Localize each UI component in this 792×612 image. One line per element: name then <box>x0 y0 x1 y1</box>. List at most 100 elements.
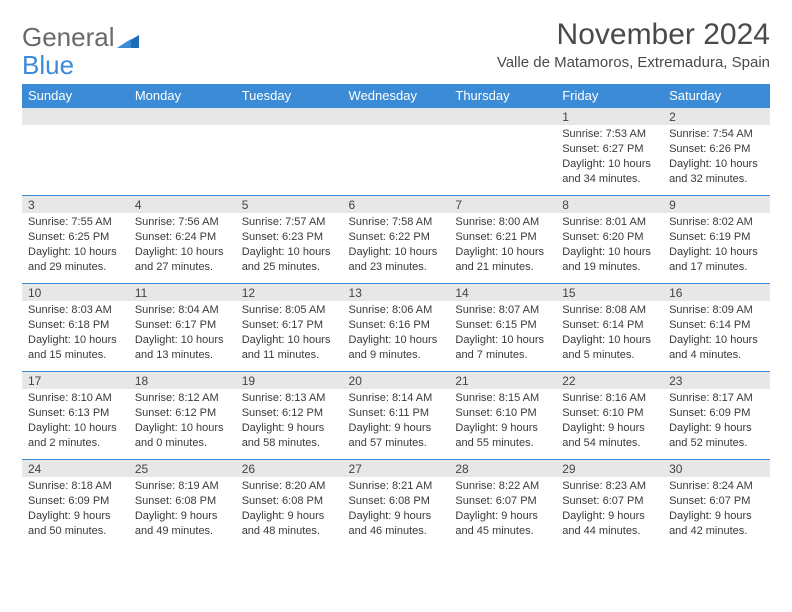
day-details: Sunrise: 7:56 AMSunset: 6:24 PMDaylight:… <box>129 213 236 278</box>
daylight-text: Daylight: 10 hours and 34 minutes. <box>562 157 657 187</box>
day-details: Sunrise: 8:04 AMSunset: 6:17 PMDaylight:… <box>129 301 236 366</box>
day-details: Sunrise: 7:55 AMSunset: 6:25 PMDaylight:… <box>22 213 129 278</box>
calendar-day-cell: 4Sunrise: 7:56 AMSunset: 6:24 PMDaylight… <box>129 196 236 284</box>
sunset-text: Sunset: 6:09 PM <box>28 494 123 509</box>
day-number-band <box>343 108 450 125</box>
day-number: 30 <box>663 460 770 477</box>
day-number: 24 <box>22 460 129 477</box>
day-number: 10 <box>22 284 129 301</box>
weekday-row: SundayMondayTuesdayWednesdayThursdayFrid… <box>22 84 770 108</box>
day-number: 18 <box>129 372 236 389</box>
sunrise-text: Sunrise: 7:55 AM <box>28 215 123 230</box>
sunrise-text: Sunrise: 7:58 AM <box>349 215 444 230</box>
calendar-day-cell <box>129 108 236 196</box>
sunset-text: Sunset: 6:07 PM <box>455 494 550 509</box>
sunrise-text: Sunrise: 8:19 AM <box>135 479 230 494</box>
day-details: Sunrise: 8:06 AMSunset: 6:16 PMDaylight:… <box>343 301 450 366</box>
daylight-text: Daylight: 10 hours and 11 minutes. <box>242 333 337 363</box>
sunrise-text: Sunrise: 8:16 AM <box>562 391 657 406</box>
sunset-text: Sunset: 6:13 PM <box>28 406 123 421</box>
daylight-text: Daylight: 10 hours and 19 minutes. <box>562 245 657 275</box>
daylight-text: Daylight: 10 hours and 0 minutes. <box>135 421 230 451</box>
calendar-day-cell: 28Sunrise: 8:22 AMSunset: 6:07 PMDayligh… <box>449 460 556 548</box>
day-details: Sunrise: 8:20 AMSunset: 6:08 PMDaylight:… <box>236 477 343 542</box>
day-number: 26 <box>236 460 343 477</box>
sunrise-text: Sunrise: 8:02 AM <box>669 215 764 230</box>
calendar-day-cell: 11Sunrise: 8:04 AMSunset: 6:17 PMDayligh… <box>129 284 236 372</box>
day-number: 3 <box>22 196 129 213</box>
brand-part1: General <box>22 22 115 52</box>
day-number: 27 <box>343 460 450 477</box>
calendar-table: SundayMondayTuesdayWednesdayThursdayFrid… <box>22 84 770 548</box>
weekday-header: Monday <box>129 84 236 108</box>
day-details: Sunrise: 8:08 AMSunset: 6:14 PMDaylight:… <box>556 301 663 366</box>
calendar-day-cell: 2Sunrise: 7:54 AMSunset: 6:26 PMDaylight… <box>663 108 770 196</box>
day-number: 19 <box>236 372 343 389</box>
day-details: Sunrise: 8:13 AMSunset: 6:12 PMDaylight:… <box>236 389 343 454</box>
title-block: November 2024 Valle de Matamoros, Extrem… <box>497 18 770 71</box>
calendar-day-cell <box>236 108 343 196</box>
weekday-header: Friday <box>556 84 663 108</box>
calendar-week-row: 17Sunrise: 8:10 AMSunset: 6:13 PMDayligh… <box>22 372 770 460</box>
weekday-header: Thursday <box>449 84 556 108</box>
sunset-text: Sunset: 6:23 PM <box>242 230 337 245</box>
daylight-text: Daylight: 10 hours and 2 minutes. <box>28 421 123 451</box>
calendar-day-cell: 19Sunrise: 8:13 AMSunset: 6:12 PMDayligh… <box>236 372 343 460</box>
day-number: 20 <box>343 372 450 389</box>
daylight-text: Daylight: 9 hours and 52 minutes. <box>669 421 764 451</box>
calendar-day-cell: 30Sunrise: 8:24 AMSunset: 6:07 PMDayligh… <box>663 460 770 548</box>
brand-part2: Blue <box>22 50 74 80</box>
day-number: 21 <box>449 372 556 389</box>
day-details: Sunrise: 7:54 AMSunset: 6:26 PMDaylight:… <box>663 125 770 190</box>
sunset-text: Sunset: 6:18 PM <box>28 318 123 333</box>
sunrise-text: Sunrise: 8:04 AM <box>135 303 230 318</box>
calendar-day-cell: 7Sunrise: 8:00 AMSunset: 6:21 PMDaylight… <box>449 196 556 284</box>
calendar-week-row: 1Sunrise: 7:53 AMSunset: 6:27 PMDaylight… <box>22 108 770 196</box>
day-details: Sunrise: 8:18 AMSunset: 6:09 PMDaylight:… <box>22 477 129 542</box>
sunrise-text: Sunrise: 8:20 AM <box>242 479 337 494</box>
calendar-day-cell: 16Sunrise: 8:09 AMSunset: 6:14 PMDayligh… <box>663 284 770 372</box>
daylight-text: Daylight: 9 hours and 48 minutes. <box>242 509 337 539</box>
sunrise-text: Sunrise: 8:09 AM <box>669 303 764 318</box>
sunset-text: Sunset: 6:11 PM <box>349 406 444 421</box>
day-number: 12 <box>236 284 343 301</box>
daylight-text: Daylight: 10 hours and 23 minutes. <box>349 245 444 275</box>
sunset-text: Sunset: 6:24 PM <box>135 230 230 245</box>
calendar-day-cell: 23Sunrise: 8:17 AMSunset: 6:09 PMDayligh… <box>663 372 770 460</box>
day-details: Sunrise: 8:21 AMSunset: 6:08 PMDaylight:… <box>343 477 450 542</box>
daylight-text: Daylight: 10 hours and 32 minutes. <box>669 157 764 187</box>
day-number-band <box>449 108 556 125</box>
calendar-day-cell: 18Sunrise: 8:12 AMSunset: 6:12 PMDayligh… <box>129 372 236 460</box>
sunset-text: Sunset: 6:17 PM <box>242 318 337 333</box>
day-details: Sunrise: 7:57 AMSunset: 6:23 PMDaylight:… <box>236 213 343 278</box>
day-number: 1 <box>556 108 663 125</box>
weekday-header: Tuesday <box>236 84 343 108</box>
day-number: 17 <box>22 372 129 389</box>
day-number: 23 <box>663 372 770 389</box>
sunrise-text: Sunrise: 8:15 AM <box>455 391 550 406</box>
sunrise-text: Sunrise: 8:05 AM <box>242 303 337 318</box>
day-details: Sunrise: 8:24 AMSunset: 6:07 PMDaylight:… <box>663 477 770 542</box>
day-details: Sunrise: 8:00 AMSunset: 6:21 PMDaylight:… <box>449 213 556 278</box>
day-details: Sunrise: 8:15 AMSunset: 6:10 PMDaylight:… <box>449 389 556 454</box>
sunset-text: Sunset: 6:12 PM <box>242 406 337 421</box>
day-details: Sunrise: 8:22 AMSunset: 6:07 PMDaylight:… <box>449 477 556 542</box>
calendar-page: General Blue November 2024 Valle de Mata… <box>0 0 792 558</box>
location-text: Valle de Matamoros, Extremadura, Spain <box>497 54 770 71</box>
calendar-day-cell: 8Sunrise: 8:01 AMSunset: 6:20 PMDaylight… <box>556 196 663 284</box>
calendar-week-row: 24Sunrise: 8:18 AMSunset: 6:09 PMDayligh… <box>22 460 770 548</box>
day-number: 14 <box>449 284 556 301</box>
day-number: 2 <box>663 108 770 125</box>
sunset-text: Sunset: 6:25 PM <box>28 230 123 245</box>
calendar-day-cell: 5Sunrise: 7:57 AMSunset: 6:23 PMDaylight… <box>236 196 343 284</box>
daylight-text: Daylight: 9 hours and 50 minutes. <box>28 509 123 539</box>
day-number: 8 <box>556 196 663 213</box>
sunset-text: Sunset: 6:14 PM <box>562 318 657 333</box>
day-details: Sunrise: 8:12 AMSunset: 6:12 PMDaylight:… <box>129 389 236 454</box>
calendar-day-cell: 14Sunrise: 8:07 AMSunset: 6:15 PMDayligh… <box>449 284 556 372</box>
day-number: 25 <box>129 460 236 477</box>
brand-logo: General Blue <box>22 24 139 78</box>
sunrise-text: Sunrise: 7:57 AM <box>242 215 337 230</box>
sunset-text: Sunset: 6:09 PM <box>669 406 764 421</box>
daylight-text: Daylight: 9 hours and 55 minutes. <box>455 421 550 451</box>
